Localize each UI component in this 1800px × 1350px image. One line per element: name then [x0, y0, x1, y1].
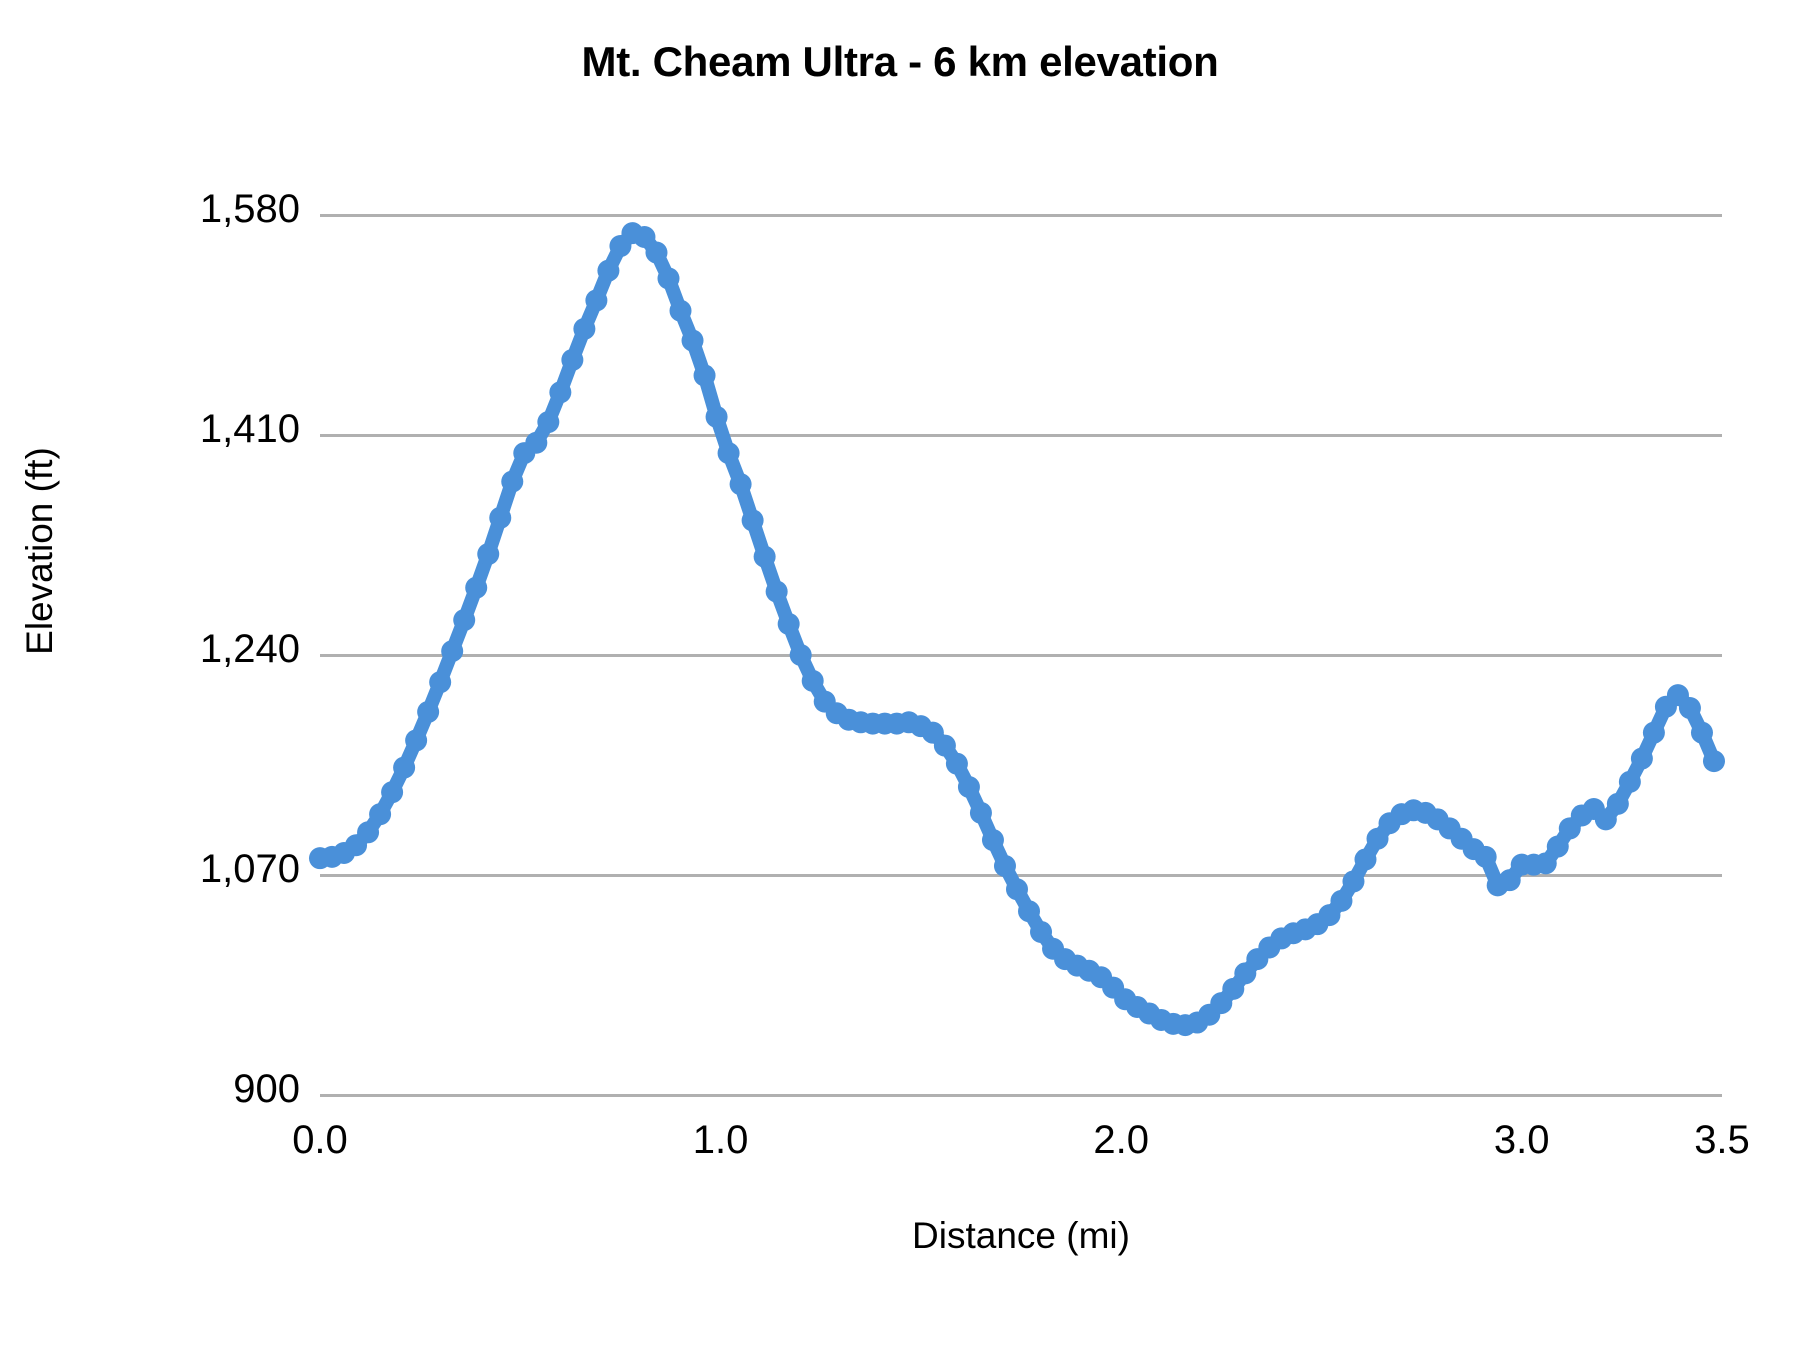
data-point-marker [1366, 827, 1389, 850]
data-point-marker [657, 267, 680, 290]
gridline-1410 [320, 433, 1722, 437]
data-point-marker [1018, 900, 1041, 923]
data-point-marker [381, 781, 404, 804]
data-point-marker [561, 348, 584, 371]
data-point-marker [1630, 747, 1653, 770]
data-point-marker [525, 431, 548, 454]
gridline-1070 [320, 873, 1722, 877]
data-point-marker [1354, 848, 1377, 871]
data-point-marker [777, 612, 800, 635]
data-point-marker [981, 829, 1004, 852]
x-tick-label: 3.0 [1493, 1118, 1550, 1162]
x-tick-label: 3.5 [1694, 1118, 1750, 1162]
data-point-marker [1690, 721, 1713, 744]
data-point-marker [1642, 721, 1665, 744]
data-point-marker [573, 317, 596, 340]
data-point-marker [945, 752, 968, 775]
data-point-marker [765, 580, 788, 603]
data-point-marker [693, 364, 716, 387]
gridline-900 [320, 1093, 1722, 1097]
gridline-1580 [320, 213, 1722, 217]
data-point-marker [1618, 770, 1641, 793]
data-point-marker [1594, 808, 1617, 831]
data-point-marker [549, 381, 572, 404]
x-tick-label: 0.0 [292, 1118, 348, 1162]
data-point-marker [1030, 920, 1053, 943]
data-point-marker [597, 259, 620, 282]
data-point-marker [957, 776, 980, 798]
data-point-marker [741, 509, 764, 532]
chart-title: Mt. Cheam Ultra - 6 km elevation [581, 38, 1219, 85]
data-point-marker [1474, 845, 1497, 868]
data-point-marker [717, 442, 740, 465]
data-point-marker [1222, 977, 1245, 1000]
data-point-marker [489, 506, 512, 529]
data-point-marker [789, 644, 812, 666]
data-point-marker [681, 329, 704, 352]
data-point-marker [993, 854, 1016, 877]
data-point-marker [1678, 697, 1701, 720]
data-point-marker [405, 729, 428, 752]
data-point-marker [1005, 878, 1028, 901]
data-point-marker [1702, 750, 1725, 773]
data-point-marker [633, 226, 656, 248]
plot-area [309, 213, 1725, 1097]
data-point-marker [1546, 835, 1569, 858]
data-point-marker [933, 734, 956, 757]
data-point-marker [753, 545, 776, 568]
elevation-series [309, 222, 1725, 1037]
gridline-1240 [320, 653, 1722, 657]
data-point-marker [1498, 869, 1521, 892]
data-point-marker [801, 669, 824, 692]
data-point-marker [537, 411, 560, 434]
y-tick-label: 900 [233, 1067, 300, 1111]
x-tick-label: 2.0 [1093, 1118, 1149, 1162]
data-point-marker [429, 671, 452, 694]
y-axis-title: Elevation (ft) [19, 447, 60, 655]
y-tick-label: 1,580 [199, 187, 300, 231]
series-line [313, 226, 1721, 1033]
data-point-marker [441, 640, 464, 663]
x-tick-label: 1.0 [692, 1118, 749, 1162]
data-point-marker [729, 473, 752, 496]
data-point-marker [357, 821, 380, 844]
x-axis-title: Distance (mi) [912, 1215, 1130, 1256]
data-point-marker [585, 289, 608, 312]
y-tick-label: 1,240 [199, 627, 300, 671]
data-point-marker [501, 470, 524, 493]
data-point-marker [465, 576, 488, 599]
data-point-marker [669, 299, 692, 322]
data-point-marker [1342, 870, 1365, 893]
data-point-marker [705, 405, 728, 428]
data-point-marker [393, 756, 416, 779]
data-point-marker [1534, 852, 1557, 875]
data-point-marker [645, 241, 668, 264]
data-point-marker [1606, 792, 1629, 815]
data-point-marker [477, 543, 500, 566]
data-point-marker [417, 700, 440, 723]
y-tick-label: 1,070 [199, 847, 300, 891]
data-point-marker [453, 609, 476, 632]
data-point-marker [1330, 889, 1353, 912]
series-path-group [309, 222, 1725, 1037]
data-point-marker [969, 801, 992, 824]
data-point-marker [369, 803, 392, 826]
y-tick-label: 1,410 [199, 407, 300, 451]
